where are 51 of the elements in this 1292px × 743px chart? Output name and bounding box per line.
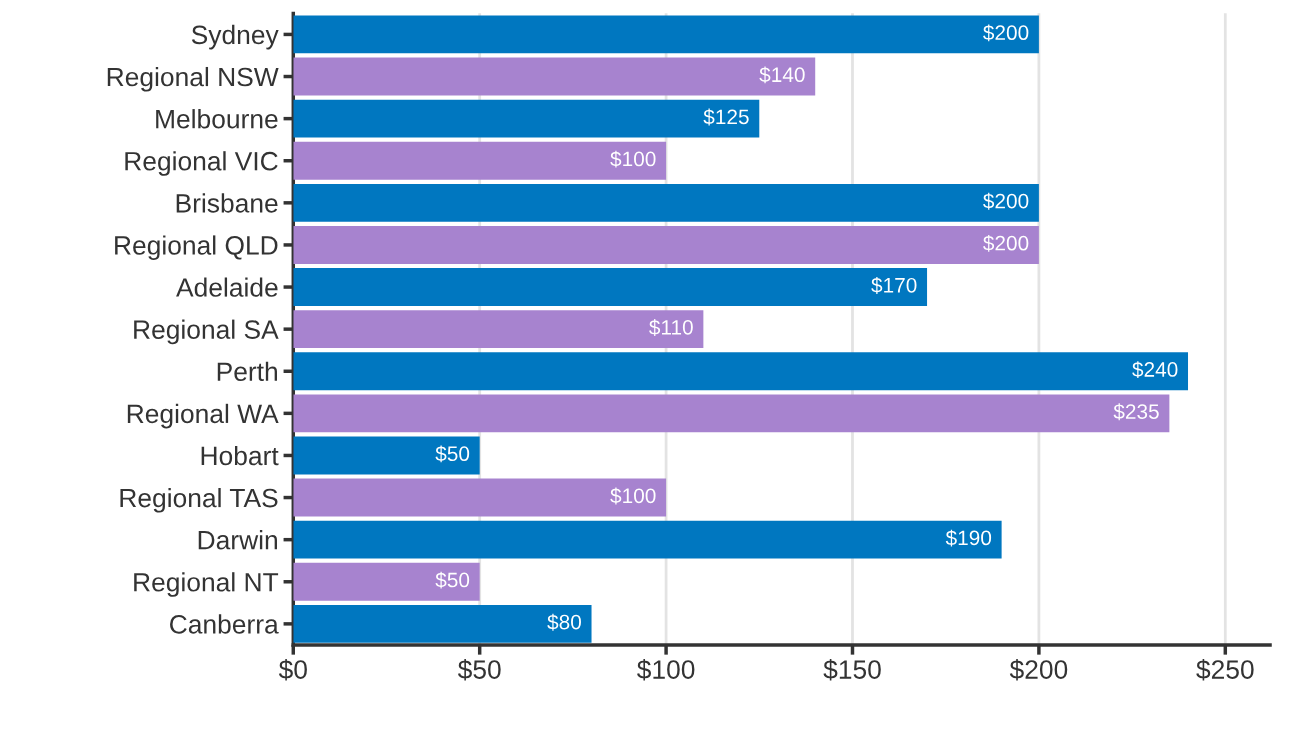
y-tick-label: Regional WA <box>127 403 279 429</box>
bar <box>293 604 592 643</box>
y-tick-label: Regional NT <box>134 572 279 597</box>
x-tick-label: $150 <box>823 659 881 681</box>
bar <box>293 310 704 349</box>
y-tick-label: Canberra <box>170 614 279 634</box>
data-label: $50 <box>435 445 470 463</box>
bar <box>293 183 1039 222</box>
data-label: $100 <box>610 487 656 505</box>
bar <box>293 436 480 475</box>
y-tick-label: Darwin <box>198 530 277 550</box>
y-tick-label: Adelaide <box>176 277 278 297</box>
bar <box>293 352 1189 391</box>
data-label: $100 <box>610 150 656 168</box>
x-tick-label: $50 <box>457 659 501 681</box>
y-tick-label: Sydney <box>191 24 279 50</box>
x-tick-label: $200 <box>1009 659 1068 681</box>
data-label: $140 <box>759 66 805 84</box>
data-label: $200 <box>983 234 1029 252</box>
y-tick-label: Regional VIC <box>125 151 278 176</box>
x-tick-label: $250 <box>1196 659 1254 681</box>
data-label: $50 <box>435 571 470 589</box>
bar <box>293 141 667 180</box>
y-tick-label: Regional NSW <box>107 66 279 92</box>
y-tick-label: Regional QLD <box>115 235 278 260</box>
x-tick-label: $100 <box>637 659 695 681</box>
bar <box>293 57 816 96</box>
data-label: $240 <box>1132 361 1178 379</box>
data-label: $80 <box>547 613 581 631</box>
bar <box>293 394 1170 433</box>
y-tick-label: Regional TAS <box>120 488 278 513</box>
bar <box>293 226 1039 264</box>
data-label: $110 <box>649 319 693 336</box>
x-tick-label: $0 <box>278 659 307 681</box>
data-label: $125 <box>703 108 749 126</box>
bar <box>293 562 480 601</box>
y-tick-label: Melbourne <box>156 109 278 129</box>
y-tick-label: Hobart <box>201 445 279 466</box>
bar <box>293 268 928 306</box>
bar <box>293 478 667 517</box>
bar <box>293 15 1039 54</box>
y-tick-label: Perth <box>217 361 277 382</box>
data-label: $235 <box>1113 403 1159 421</box>
data-label: $190 <box>945 529 992 547</box>
y-tick-label: Regional SA <box>134 319 279 345</box>
data-label: $200 <box>983 192 1029 210</box>
bar <box>293 99 760 138</box>
data-label: $170 <box>871 277 917 294</box>
y-tick-label: Brisbane <box>176 193 278 213</box>
bar <box>293 520 1002 559</box>
data-label: $200 <box>983 24 1029 42</box>
